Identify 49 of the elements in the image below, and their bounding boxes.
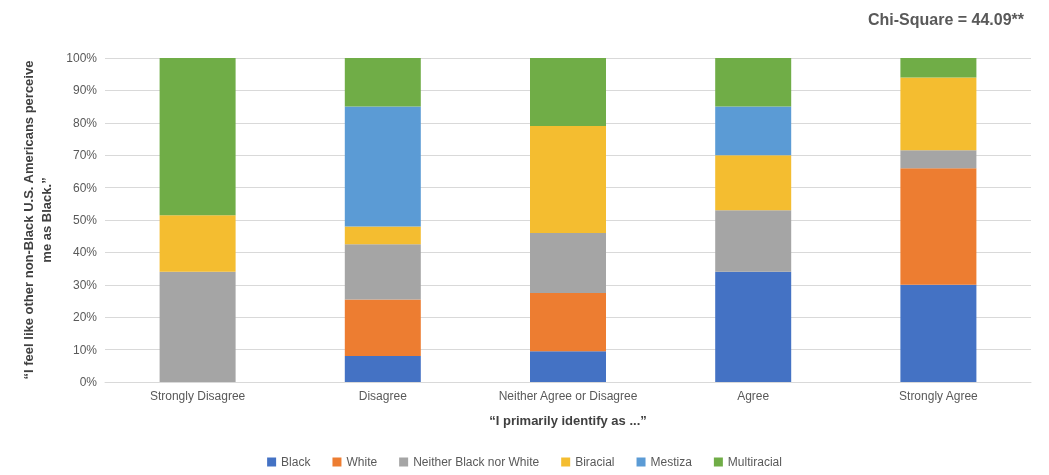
bar	[715, 155, 792, 211]
bar	[344, 226, 421, 245]
legend-label: Multiracial	[727, 455, 782, 469]
chart-title: Chi-Square = 44.09**	[867, 10, 1025, 28]
bar	[159, 215, 236, 272]
y-tick-label: 30%	[72, 277, 98, 292]
bar	[344, 356, 421, 382]
x-tick-label: Strongly Disagree	[149, 389, 246, 403]
bar	[900, 77, 977, 151]
bar	[715, 210, 792, 272]
y-axis-title: “I feel like other non-Black U.S. Americans perceive me as Black.”	[20, 60, 54, 380]
y-tick-label: 0%	[79, 375, 98, 389]
bar	[344, 58, 421, 107]
bar	[159, 58, 236, 216]
y-tick-label: 40%	[72, 245, 98, 260]
bar	[530, 126, 606, 233]
bar	[530, 232, 606, 293]
y-tick-label: 50%	[72, 213, 98, 227]
bar	[159, 271, 236, 382]
x-tick-label: Strongly Agree	[899, 389, 979, 403]
y-tick-label: 20%	[72, 310, 98, 325]
bar	[344, 299, 421, 357]
bar	[900, 58, 977, 78]
legend-label: White	[346, 455, 378, 469]
bar	[344, 244, 421, 300]
bar	[530, 351, 606, 382]
x-tick-label: Neither Agree or Disagree	[498, 389, 638, 403]
x-axis-title: “I primarily identify as ...”	[489, 413, 647, 428]
bar	[715, 58, 792, 107]
x-tick-label: Disagree	[358, 389, 408, 403]
legend-label: Biracial	[575, 455, 615, 469]
bar	[900, 168, 977, 285]
y-tick-label: 70%	[72, 148, 98, 163]
legend-label: Mestiza	[650, 455, 693, 469]
bar	[530, 292, 606, 352]
bar	[715, 106, 792, 156]
x-tick-label: Agree	[737, 389, 770, 403]
bar	[530, 58, 606, 127]
y-tick-label: 10%	[72, 342, 98, 357]
y-tick-label: 100%	[66, 51, 98, 65]
bar	[900, 150, 977, 169]
legend-label: Black	[281, 455, 312, 469]
y-tick-label: 60%	[72, 180, 98, 195]
bar	[900, 284, 977, 382]
y-tick-label: 80%	[72, 115, 98, 130]
legend-label: Neither Black nor White	[413, 455, 540, 469]
bar	[715, 271, 792, 382]
bar	[344, 106, 421, 227]
y-tick-label: 90%	[72, 83, 98, 98]
